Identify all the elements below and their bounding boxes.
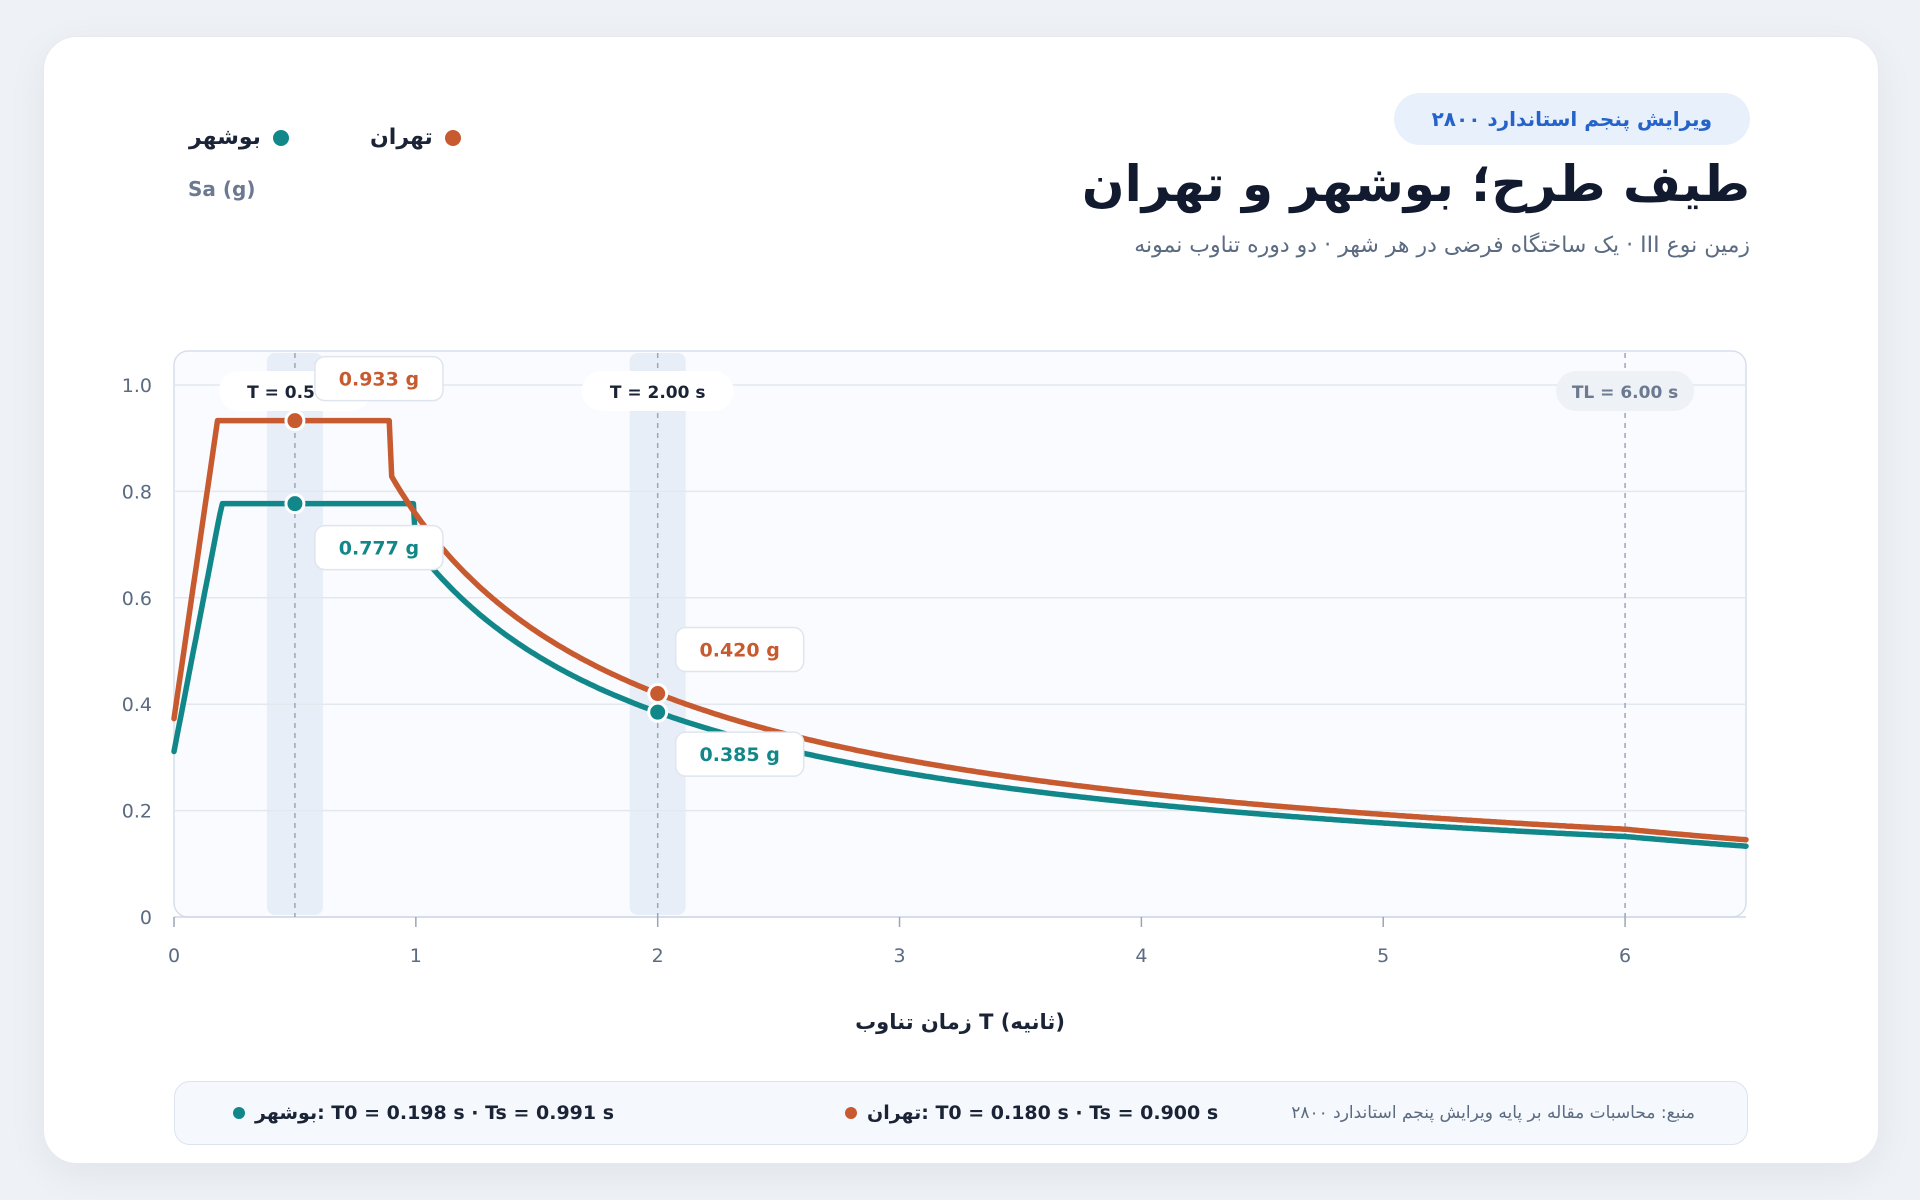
chart-title: طیف طرح؛ بوشهر و تهران: [1081, 155, 1750, 213]
y-tick-label-0: 0: [140, 907, 152, 929]
x-tick-label-1: 1: [410, 945, 422, 967]
x-axis-title: زمان تناوب T (ثانیه): [855, 1010, 1065, 1034]
footer-tehran-params: تهران: T0 = 0.180 s · Ts = 0.900 s: [867, 1102, 1219, 1124]
legend-label-tehran: تهران: [370, 125, 433, 150]
footer-source: منبع: محاسبات مقاله بر پایه ویرایش پنجم …: [1291, 1103, 1695, 1123]
x-tick-label-2: 2: [652, 945, 664, 967]
chart-card: ویرایش پنجم استاندارد ۲۸۰۰ طیف طرح؛ بوشه…: [43, 36, 1879, 1164]
legend-item-bushehr: بوشهر: [189, 125, 289, 150]
edition-badge: ویرایش پنجم استاندارد ۲۸۰۰: [1393, 93, 1750, 145]
x-tick-label-6: 6: [1619, 945, 1631, 967]
marker-label-2: TL = 6.00 s: [1572, 383, 1679, 403]
legend-dot-bushehr: [272, 129, 289, 146]
highlight-points: [284, 410, 669, 723]
value-label-bushehr-3: 0.385 g: [700, 744, 780, 766]
series-line-bushehr: [171, 500, 1749, 849]
value-label-box-3: [674, 731, 805, 777]
legend-label-bushehr: بوشهر: [189, 125, 261, 150]
y-axis-unit-label: Sa (g): [188, 177, 256, 201]
marker-chip-1: [581, 371, 734, 411]
x-tick-label-4: 4: [1135, 945, 1147, 967]
footer-bar: بوشهر: T0 = 0.198 s · Ts = 0.991 s تهران…: [174, 1081, 1748, 1145]
y-tick-label-1: 0.2: [122, 801, 152, 823]
footer-dot-bushehr: [233, 1107, 245, 1119]
grid-lines: [174, 384, 1746, 812]
x-tick-label-3: 3: [893, 945, 905, 967]
x-tick-label-5: 5: [1377, 945, 1389, 967]
footer-dot-tehran: [845, 1107, 857, 1119]
chart-subtitle: زمین نوع III · یک ساختگاه فرضی در هر شهر…: [1134, 233, 1750, 258]
axes: 0 0.2 0.4 0.6 0.8 1.0 0 1 2 3 4 5 6: [122, 375, 1746, 967]
point-bushehr-3: [647, 701, 669, 723]
value-label-box-2: [674, 626, 805, 673]
y-tick-label-2: 0.4: [122, 694, 152, 716]
legend-dot-tehran: [444, 129, 461, 146]
value-label-bushehr-1: 0.777 g: [339, 538, 419, 560]
value-label-tehran-2: 0.420 g: [700, 640, 780, 662]
y-tick-label-3: 0.6: [122, 588, 152, 610]
footer-bushehr: بوشهر: T0 = 0.198 s · Ts = 0.991 s: [233, 1082, 614, 1144]
footer-bushehr-params: بوشهر: T0 = 0.198 s · Ts = 0.991 s: [255, 1102, 615, 1124]
value-label-box-0: [314, 355, 444, 402]
value-label-tehran-0: 0.933 g: [339, 369, 419, 391]
marker-label-1: T = 2.00 s: [610, 383, 706, 403]
value-labels: 0.933 g 0.777 g 0.420 g 0.385 g: [314, 355, 805, 777]
value-label-box-1: [314, 524, 444, 571]
footer-tehran: تهران: T0 = 0.180 s · Ts = 0.900 s: [845, 1082, 1218, 1144]
point-tehran-0: [284, 410, 306, 432]
legend-item-tehran: تهران: [370, 125, 461, 150]
y-tick-label-5: 1.0: [122, 375, 152, 397]
y-tick-label-4: 0.8: [122, 481, 152, 503]
x-tick-label-0: 0: [168, 945, 180, 967]
point-bushehr-1: [284, 493, 306, 515]
marker-chip-2: [1556, 371, 1695, 411]
edition-badge-label: ویرایش پنجم استاندارد ۲۸۰۰: [1431, 107, 1712, 131]
point-tehran-2: [647, 683, 669, 705]
